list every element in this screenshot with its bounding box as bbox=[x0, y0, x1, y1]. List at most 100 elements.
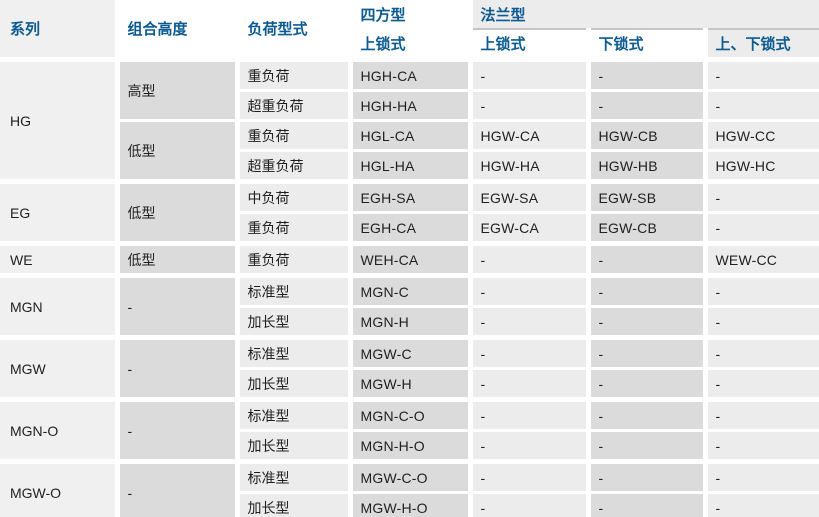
series-cell: WE bbox=[0, 241, 120, 277]
square-model-cell: MGN-C bbox=[350, 273, 473, 308]
square-model-cell: MGN-C-O bbox=[350, 397, 473, 432]
header-row-1: 系列 组合高度 负荷型式 四方型 法兰型 bbox=[0, 0, 819, 60]
series-group: MGN-O - 标准型 MGN-C-O - - - 加长型 MGN-H-O - - - bbox=[0, 397, 819, 463]
flange-model-cell: - bbox=[588, 241, 708, 277]
table-row: WE 低型 重负荷 WEH-CA - - WEW-CC bbox=[0, 241, 819, 277]
column-header-series: 系列 bbox=[0, 0, 120, 60]
assembly-height-cell: 低型 bbox=[117, 241, 240, 277]
flange-model-cell: EGW-CB bbox=[588, 212, 708, 245]
flange-model-cell: EGW-SB bbox=[588, 179, 708, 214]
header-row-2: 上锁式 上锁式 下锁式 上、下锁式 bbox=[0, 29, 819, 60]
flange-model-cell: - bbox=[470, 306, 591, 339]
square-model-cell: MGW-H bbox=[350, 368, 473, 401]
flange-model-cell: - bbox=[588, 397, 708, 432]
flange-model-cell: - bbox=[705, 430, 819, 463]
load-type-cell: 超重负荷 bbox=[237, 150, 353, 183]
flange-model-cell: - bbox=[470, 90, 591, 122]
assembly-height-cell: - bbox=[117, 273, 240, 339]
flange-model-cell: - bbox=[470, 492, 591, 517]
table-row: MGW-O - 标准型 MGW-C-O - - - bbox=[0, 459, 819, 517]
flange-model-cell: - bbox=[588, 430, 708, 463]
table-row: MGN-O - 标准型 MGN-C-O - - - bbox=[0, 397, 819, 463]
flange-model-cell: HGW-HC bbox=[705, 150, 819, 183]
table-row: 重负荷 EGH-CA EGW-CA EGW-CB - bbox=[0, 212, 819, 245]
flange-model-cell: HGW-CB bbox=[588, 120, 708, 152]
flange-model-cell: EGW-SA bbox=[470, 179, 591, 214]
load-type-cell: 标准型 bbox=[237, 459, 353, 494]
load-type-cell: 加长型 bbox=[237, 306, 353, 339]
table-row: MGW - 标准型 MGW-C - - - bbox=[0, 335, 819, 401]
column-header-square-top-lock: 上锁式 bbox=[350, 29, 473, 60]
table-row: 超重负荷 HGL-HA HGW-HA HGW-HB HGW-HC bbox=[0, 150, 819, 183]
flange-model-cell: - bbox=[470, 241, 591, 277]
series-group: MGW-O - 标准型 MGW-C-O - - - 加长型 MGW-H-O - - - bbox=[0, 459, 819, 517]
flange-model-cell: - bbox=[470, 368, 591, 401]
load-type-cell: 重负荷 bbox=[237, 212, 353, 245]
flange-model-cell: - bbox=[705, 459, 819, 494]
table-row: 加长型 MGW-H - - - bbox=[0, 368, 819, 401]
assembly-height-cell: 低型 bbox=[117, 120, 240, 183]
assembly-height-cell: 低型 bbox=[117, 179, 240, 245]
column-group-square-type: 四方型 bbox=[350, 0, 473, 29]
flange-model-cell: - bbox=[705, 57, 819, 92]
series-cell: HG bbox=[0, 57, 120, 183]
series-cell: MGN bbox=[0, 273, 120, 339]
flange-model-cell: - bbox=[588, 273, 708, 308]
load-type-cell: 加长型 bbox=[237, 430, 353, 463]
square-model-cell: MGN-H-O bbox=[350, 430, 473, 463]
flange-model-cell: - bbox=[470, 397, 591, 432]
assembly-height-cell: 高型 bbox=[117, 57, 240, 122]
square-model-cell: MGW-C-O bbox=[350, 459, 473, 494]
flange-model-cell: - bbox=[588, 335, 708, 370]
flange-model-cell: - bbox=[588, 90, 708, 122]
flange-model-cell: - bbox=[705, 335, 819, 370]
flange-model-cell: - bbox=[705, 90, 819, 122]
flange-model-cell: - bbox=[588, 492, 708, 517]
column-header-flange-bottom-lock: 下锁式 bbox=[588, 29, 708, 60]
series-group: HG 高型 重负荷 HGH-CA - - - 超重负荷 HGH-HA - - - 低型 重负荷 HGL-CA… bbox=[0, 57, 819, 183]
table-row: 低型 重负荷 HGL-CA HGW-CA HGW-CB HGW-CC bbox=[0, 120, 819, 183]
load-type-cell: 加长型 bbox=[237, 492, 353, 517]
flange-model-cell: - bbox=[705, 179, 819, 214]
flange-model-cell: - bbox=[588, 459, 708, 494]
table-row: 加长型 MGN-H - - - bbox=[0, 306, 819, 339]
table-row: 超重负荷 HGH-HA - - - bbox=[0, 90, 819, 122]
load-type-cell: 加长型 bbox=[237, 368, 353, 401]
flange-model-cell: - bbox=[588, 57, 708, 92]
series-cell: EG bbox=[0, 179, 120, 245]
table-row: HG 高型 重负荷 HGH-CA - - - bbox=[0, 57, 819, 183]
flange-model-cell: - bbox=[470, 273, 591, 308]
flange-model-cell: WEW-CC bbox=[705, 241, 819, 277]
series-cell: MGW-O bbox=[0, 459, 120, 517]
table-header: 系列 组合高度 负荷型式 四方型 法兰型 上锁式 上锁式 下锁式 上、下锁式 bbox=[0, 0, 819, 60]
flange-model-cell: - bbox=[705, 368, 819, 401]
column-header-flange-top-lock: 上锁式 bbox=[470, 29, 591, 60]
series-cell: MGN-O bbox=[0, 397, 120, 463]
square-model-cell: EGH-SA bbox=[350, 179, 473, 214]
square-model-cell: EGH-CA bbox=[350, 212, 473, 245]
assembly-height-cell: - bbox=[117, 397, 240, 463]
flange-model-cell: HGW-CC bbox=[705, 120, 819, 152]
flange-model-cell: - bbox=[470, 335, 591, 370]
load-type-cell: 重负荷 bbox=[237, 57, 353, 92]
square-model-cell: MGW-C bbox=[350, 335, 473, 370]
series-group: EG 低型 中负荷 EGH-SA EGW-SA EGW-SB - 重负荷 EGH-CA EGW-C… bbox=[0, 179, 819, 245]
load-type-cell: 中负荷 bbox=[237, 179, 353, 214]
load-type-cell: 标准型 bbox=[237, 335, 353, 370]
square-model-cell: WEH-CA bbox=[350, 241, 473, 277]
flange-model-cell: - bbox=[705, 212, 819, 245]
assembly-height-cell: - bbox=[117, 459, 240, 517]
flange-model-cell: - bbox=[470, 57, 591, 92]
square-model-cell: HGH-HA bbox=[350, 90, 473, 122]
column-header-load-type: 负荷型式 bbox=[237, 0, 353, 60]
flange-model-cell: - bbox=[588, 368, 708, 401]
square-model-cell: HGL-CA bbox=[350, 120, 473, 152]
table-row: 加长型 MGN-H-O - - - bbox=[0, 430, 819, 463]
flange-model-cell: - bbox=[705, 492, 819, 517]
assembly-height-cell: - bbox=[117, 335, 240, 401]
flange-model-cell: HGW-HB bbox=[588, 150, 708, 183]
flange-model-cell: - bbox=[705, 397, 819, 432]
table-row: MGN - 标准型 MGN-C - - - bbox=[0, 273, 819, 339]
